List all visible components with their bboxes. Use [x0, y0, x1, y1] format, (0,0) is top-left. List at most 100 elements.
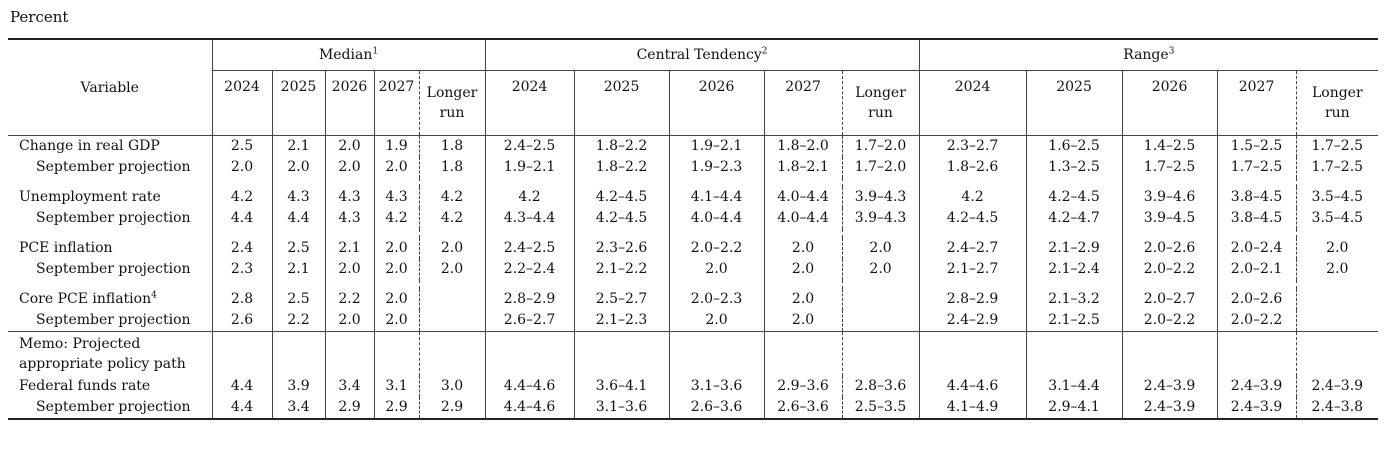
- year-header: 2027: [373, 70, 419, 136]
- central-value-cell: 2.8–2.9: [484, 289, 575, 310]
- median-value-cell: 3.1: [373, 376, 419, 397]
- row-label: September projection: [8, 208, 212, 229]
- median-value-cell: 2.0: [324, 310, 374, 332]
- median-value-cell: 2.0: [324, 157, 374, 178]
- empty-cell: [1121, 280, 1218, 289]
- median-header: Median1: [211, 39, 486, 71]
- median-value-cell: 2.3: [211, 259, 272, 280]
- range-value-cell: 4.2–4.5: [1025, 187, 1123, 208]
- central-value-cell: 4.4–4.6: [484, 397, 575, 419]
- range-value-cell: 2.0–2.7: [1121, 289, 1218, 310]
- table-row: September projection 4.4 3.4 2.9 2.9 2.9 4.4–4…: [8, 397, 1379, 419]
- empty-cell: [841, 178, 920, 187]
- range-value-cell: 2.0–2.2: [1121, 259, 1218, 280]
- row-label: PCE inflation: [8, 238, 212, 259]
- range-value-cell: 2.1–2.7: [918, 259, 1027, 280]
- row-label-text: Core PCE inflation: [19, 291, 152, 307]
- range-value-cell: 2.4–3.9: [1216, 397, 1297, 419]
- range-value-cell: 2.0–2.4: [1216, 238, 1297, 259]
- median-value-cell: 1.8: [418, 157, 486, 178]
- central-value-cell: 2.2–2.4: [484, 259, 575, 280]
- median-value-cell: 2.8: [211, 289, 272, 310]
- central-value-cell: 4.0–4.4: [763, 187, 843, 208]
- footnote-marker: 4: [151, 290, 157, 301]
- central-value-cell: 4.0–4.4: [668, 208, 765, 229]
- central-value-cell: 4.2: [484, 187, 575, 208]
- range-value-cell: 2.0: [1295, 238, 1379, 259]
- empty-cell: [418, 331, 486, 376]
- central-value-cell: 2.0: [841, 238, 920, 259]
- median-value-cell: 3.4: [324, 376, 374, 397]
- median-value-cell: [418, 289, 486, 310]
- median-value-cell: [418, 310, 486, 332]
- empty-cell: [418, 280, 486, 289]
- unit-label: Percent: [10, 8, 69, 26]
- empty-cell: [324, 280, 374, 289]
- empty-cell: [484, 280, 575, 289]
- empty-cell: [763, 280, 843, 289]
- median-value-cell: 2.9: [324, 397, 374, 419]
- median-value-cell: 4.2: [211, 187, 272, 208]
- range-value-cell: 1.7–2.5: [1295, 135, 1379, 157]
- range-value-cell: 4.2–4.5: [918, 208, 1027, 229]
- median-value-cell: 2.0: [373, 259, 419, 280]
- year-header: 2025: [573, 70, 670, 136]
- central-value-cell: 4.1–4.4: [668, 187, 765, 208]
- year-header: 2024: [918, 70, 1027, 136]
- median-value-cell: 2.5: [211, 135, 272, 157]
- year-header: 2025: [271, 70, 325, 136]
- range-value-cell: 2.0–2.2: [1121, 310, 1218, 332]
- range-value-cell: 2.1–3.2: [1025, 289, 1123, 310]
- row-label: Change in real GDP: [8, 136, 212, 158]
- row-label-text: Federal funds rate: [19, 378, 151, 394]
- empty-cell: [324, 178, 374, 187]
- central-value-cell: 3.9–4.3: [841, 208, 920, 229]
- central-value-cell: 2.0: [668, 259, 765, 280]
- empty-cell: [484, 229, 575, 238]
- empty-cell: [373, 280, 419, 289]
- empty-cell: [918, 280, 1027, 289]
- median-value-cell: 2.9: [373, 397, 419, 419]
- median-value-cell: 4.3: [324, 208, 374, 229]
- empty-cell: [668, 331, 765, 376]
- central-value-cell: 1.8–2.0: [763, 135, 843, 157]
- longer-run-header: Longer run: [1295, 70, 1379, 136]
- central-value-cell: 1.8–2.1: [763, 157, 843, 178]
- range-value-cell: 3.8–4.5: [1216, 187, 1297, 208]
- median-value-cell: 4.4: [211, 208, 272, 229]
- year-header: 2026: [324, 70, 374, 136]
- median-value-cell: 2.0: [271, 157, 325, 178]
- empty-cell: [1295, 229, 1379, 238]
- empty-cell: [1025, 178, 1123, 187]
- central-value-cell: 4.2–4.5: [573, 208, 670, 229]
- central-value-cell: 1.9–2.1: [484, 157, 575, 178]
- median-value-cell: 2.0: [373, 289, 419, 310]
- median-value-cell: 2.0: [211, 157, 272, 178]
- memo-row: Memo: Projected appropriate policy path: [8, 331, 1379, 376]
- empty-cell: [271, 229, 325, 238]
- central-value-cell: 1.8–2.2: [573, 157, 670, 178]
- central-value-cell: 2.1–2.3: [573, 310, 670, 332]
- year-header-row: 2024 2025 2026 2027 Longer run 2024 2025 2026 202…: [8, 70, 1379, 136]
- median-value-cell: 2.0: [418, 238, 486, 259]
- median-value-cell: 2.0: [373, 310, 419, 332]
- central-value-cell: 2.3–2.6: [573, 238, 670, 259]
- median-value-cell: 2.0: [324, 135, 374, 157]
- range-value-cell: 2.0: [1295, 259, 1379, 280]
- group-header-row: Variable Median1 Central Tendency2 Range…: [8, 39, 1379, 136]
- range-value-cell: 2.9–4.1: [1025, 397, 1123, 419]
- central-value-cell: 4.2–4.5: [573, 187, 670, 208]
- longer-run-line2: run: [868, 105, 893, 121]
- median-value-cell: 2.2: [271, 310, 325, 332]
- range-value-cell: [1295, 310, 1379, 332]
- central-value-cell: 2.1–2.2: [573, 259, 670, 280]
- empty-cell: [1216, 229, 1297, 238]
- median-value-cell: 4.2: [418, 208, 486, 229]
- empty-cell: [1295, 280, 1379, 289]
- empty-cell: [1121, 229, 1218, 238]
- median-value-cell: 2.4: [211, 238, 272, 259]
- central-value-cell: 2.0: [668, 310, 765, 332]
- empty-cell: [211, 229, 272, 238]
- spacer-cell: [8, 178, 212, 187]
- range-value-cell: 3.9–4.5: [1121, 208, 1218, 229]
